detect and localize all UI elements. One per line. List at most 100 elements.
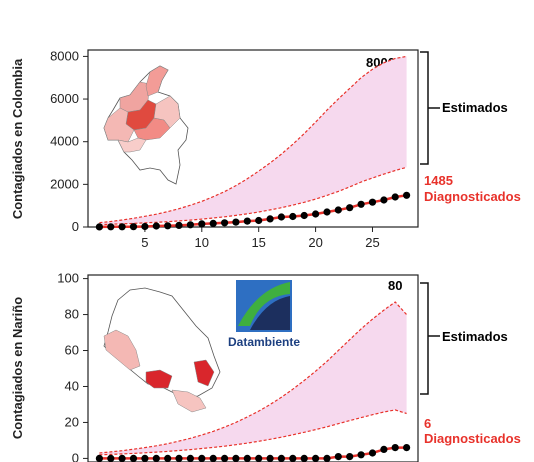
diagnosed-point-narino-3 bbox=[118, 454, 126, 462]
estimate-band-colombia bbox=[99, 56, 407, 225]
estimated-bracket-narino bbox=[420, 282, 440, 395]
y-tick-label-colombia-2000: 2000 bbox=[50, 176, 79, 191]
diagnosed-point-colombia-13 bbox=[232, 218, 240, 226]
y-tick-label-narino-60: 60 bbox=[65, 343, 79, 358]
diagnosed-point-narino-10 bbox=[198, 454, 206, 462]
diagnosed-point-colombia-7 bbox=[164, 222, 172, 230]
diagnosed-point-colombia-4 bbox=[129, 223, 138, 231]
x-tick-label-colombia-10: 10 bbox=[195, 235, 209, 250]
chart-marks: 0 2000 4000 6000 8000 5 10 15 20 25 0 20 40 60 80 100 bbox=[50, 48, 411, 462]
logo-text: Datambiente bbox=[228, 335, 300, 349]
diagnosed-point-colombia-2 bbox=[107, 223, 115, 231]
y-axis-label-narino: Contagiados en Nariño bbox=[10, 297, 25, 439]
estimate-band-narino bbox=[99, 302, 407, 455]
diagnosed-label-colombia: Diagnosticados bbox=[424, 189, 521, 204]
diagnosed-point-colombia-14 bbox=[243, 217, 251, 225]
diagnosed-point-narino-5 bbox=[141, 454, 149, 462]
diagnosed-point-narino-6 bbox=[152, 454, 160, 462]
diagnosed-point-colombia-27 bbox=[391, 193, 399, 201]
diagnosed-point-narino-21 bbox=[323, 454, 331, 462]
diagnosed-point-colombia-9 bbox=[186, 221, 194, 229]
diagnosed-point-narino-14 bbox=[243, 454, 251, 462]
diagnosed-point-narino-13 bbox=[232, 454, 240, 462]
diagnosed-point-narino-9 bbox=[186, 454, 194, 462]
diagnosed-point-colombia-24 bbox=[357, 200, 365, 208]
diagnosed-point-colombia-6 bbox=[152, 222, 160, 230]
diagnosed-point-narino-12 bbox=[221, 454, 229, 462]
y-tick-label-colombia-4000: 4000 bbox=[50, 134, 79, 149]
diagnosed-point-colombia-10 bbox=[198, 220, 206, 228]
upper-estimate-line-colombia bbox=[99, 55, 407, 224]
diagnosed-point-colombia-16 bbox=[266, 215, 274, 223]
diagnosed-point-narino-4 bbox=[129, 454, 138, 462]
estimated-label-narino: Estimados bbox=[442, 329, 508, 344]
colombia-map-inset bbox=[103, 65, 189, 185]
diagnosed-point-colombia-25 bbox=[368, 198, 377, 206]
lower-estimate-line-narino bbox=[99, 409, 407, 456]
upper-end-label-narino: 80 bbox=[388, 278, 402, 293]
y-axis-label-colombia: Contagiados en Colombia bbox=[10, 58, 25, 219]
x-tick-label-colombia-15: 15 bbox=[251, 235, 265, 250]
y-tick-label-colombia-8000: 8000 bbox=[50, 48, 79, 63]
x-tick-label-colombia-20: 20 bbox=[308, 235, 322, 250]
diagnosed-point-colombia-26 bbox=[380, 196, 388, 204]
logo-dark-curve bbox=[250, 296, 290, 330]
x-tick-label-colombia-25: 25 bbox=[365, 235, 379, 250]
diagnosed-line-narino bbox=[99, 446, 407, 460]
x-tick-label-colombia-5: 5 bbox=[141, 235, 148, 250]
diagnosed-point-narino-11 bbox=[209, 454, 217, 462]
diagnosed-point-colombia-18 bbox=[289, 212, 297, 221]
y-tick-label-narino-40: 40 bbox=[65, 378, 79, 393]
diagnosed-point-narino-27 bbox=[391, 444, 399, 452]
diagnosed-point-narino-1 bbox=[95, 454, 103, 462]
diagnosed-point-colombia-20 bbox=[312, 210, 320, 218]
diagnosed-point-narino-16 bbox=[266, 454, 274, 462]
diagnosed-point-colombia-23 bbox=[346, 204, 354, 212]
diagnosed-point-colombia-11 bbox=[209, 219, 217, 227]
y-tick-label-narino-100: 100 bbox=[57, 271, 79, 286]
plot-frame-narino bbox=[87, 274, 419, 462]
diagnosed-point-colombia-19 bbox=[300, 211, 308, 220]
narino-map-inset bbox=[103, 287, 221, 413]
diagnosed-point-narino-22 bbox=[334, 453, 342, 461]
diagnosed-point-colombia-8 bbox=[175, 221, 183, 229]
diagnosed-point-narino-17 bbox=[277, 454, 285, 462]
upper-estimate-line-narino bbox=[99, 301, 408, 454]
y-tick-label-narino-80: 80 bbox=[65, 307, 79, 322]
diagnosed-point-narino-23 bbox=[346, 453, 354, 461]
diagnosed-point-narino-20 bbox=[312, 454, 320, 462]
y-tick-label-colombia-6000: 6000 bbox=[50, 91, 79, 106]
diagnosed-point-narino-18 bbox=[289, 454, 297, 462]
diagnosed-line-colombia bbox=[99, 194, 407, 229]
y-tick-label-colombia-0: 0 bbox=[72, 219, 79, 234]
diagnosed-point-colombia-28 bbox=[403, 191, 411, 199]
estimated-label-colombia: Estimados bbox=[442, 100, 508, 115]
diagnosed-value-narino: 6 bbox=[424, 416, 431, 431]
y-tick-label-narino-20: 20 bbox=[65, 414, 79, 429]
diagnosed-point-colombia-12 bbox=[221, 219, 229, 227]
diagnosed-point-colombia-5 bbox=[141, 222, 149, 231]
diagnosed-point-narino-24 bbox=[357, 451, 365, 459]
diagnosed-point-narino-8 bbox=[175, 454, 183, 462]
diagnosed-point-narino-25 bbox=[368, 449, 377, 457]
diagnosed-point-narino-26 bbox=[380, 445, 388, 453]
diagnosed-point-colombia-1 bbox=[95, 223, 103, 231]
diagnosed-label-narino: Diagnosticados bbox=[424, 431, 521, 446]
diagnosed-point-colombia-21 bbox=[323, 208, 331, 216]
y-tick-label-narino-0: 0 bbox=[72, 450, 79, 462]
estimated-bracket-colombia bbox=[420, 51, 440, 165]
diagnosed-point-narino-19 bbox=[300, 454, 308, 462]
diagnosed-point-narino-2 bbox=[107, 454, 115, 462]
plot-frame-colombia bbox=[87, 49, 419, 228]
diagnosed-point-narino-15 bbox=[255, 454, 263, 462]
diagnosed-point-narino-7 bbox=[164, 454, 172, 462]
diagnosed-point-colombia-22 bbox=[334, 206, 342, 214]
diagnosed-point-colombia-3 bbox=[118, 223, 126, 231]
diagnosed-point-colombia-15 bbox=[255, 216, 263, 225]
datambiente-logo: Datambiente bbox=[228, 280, 300, 349]
logo-green-swoosh bbox=[238, 282, 290, 326]
lower-estimate-line-colombia bbox=[99, 166, 407, 226]
diagnosed-point-narino-28 bbox=[403, 444, 411, 452]
diagnosed-value-colombia: 1485 bbox=[424, 173, 453, 188]
